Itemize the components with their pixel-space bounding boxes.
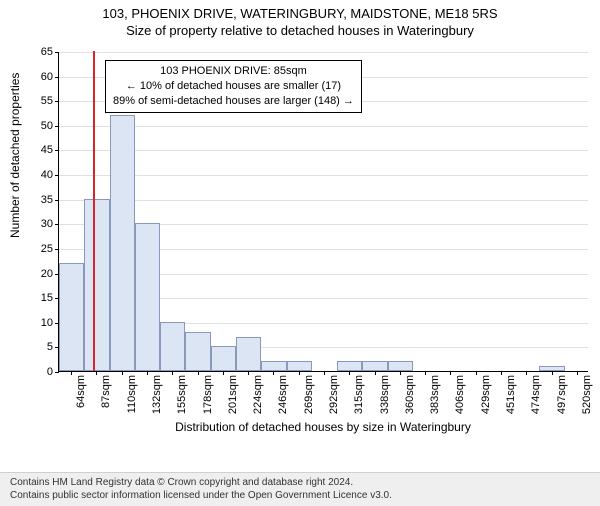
x-tick-mark <box>375 371 376 375</box>
histogram-bar <box>84 199 109 371</box>
x-tick-label: 87sqm <box>100 375 112 408</box>
gridline <box>59 52 588 53</box>
x-tick-label: 497sqm <box>556 375 568 414</box>
histogram-bar <box>211 346 236 371</box>
x-tick-mark <box>299 371 300 375</box>
x-tick-label: 315sqm <box>353 375 365 414</box>
y-tick-label: 45 <box>41 144 53 156</box>
x-tick-label: 520sqm <box>581 375 593 414</box>
annotation-line-1: 103 PHOENIX DRIVE: 85sqm <box>113 64 354 79</box>
x-tick-label: 292sqm <box>328 375 340 414</box>
x-tick-label: 338sqm <box>379 375 391 414</box>
x-tick-mark <box>501 371 502 375</box>
x-tick-label: 429sqm <box>480 375 492 414</box>
histogram-bar <box>185 332 210 371</box>
y-tick-label: 35 <box>41 194 53 206</box>
x-tick-label: 451sqm <box>505 375 517 414</box>
x-tick-label: 246sqm <box>277 375 289 414</box>
y-tick-mark <box>55 101 59 102</box>
y-tick-label: 15 <box>41 292 53 304</box>
page-title: 103, PHOENIX DRIVE, WATERINGBURY, MAIDST… <box>0 6 600 21</box>
annotation-line-3: 89% of semi-detached houses are larger (… <box>113 94 354 109</box>
footer-line-2: Contains public sector information licen… <box>10 489 590 502</box>
x-tick-mark <box>526 371 527 375</box>
x-tick-mark <box>400 371 401 375</box>
x-tick-label: 64sqm <box>75 375 87 408</box>
x-tick-mark <box>248 371 249 375</box>
y-tick-label: 50 <box>41 120 53 132</box>
x-tick-mark <box>223 371 224 375</box>
histogram-bar <box>337 361 362 371</box>
y-tick-mark <box>55 224 59 225</box>
x-tick-mark <box>324 371 325 375</box>
page-subtitle: Size of property relative to detached ho… <box>0 23 600 38</box>
y-tick-label: 5 <box>47 341 53 353</box>
y-tick-label: 65 <box>41 46 53 58</box>
x-tick-label: 360sqm <box>404 375 416 414</box>
y-tick-label: 0 <box>47 366 53 378</box>
y-tick-label: 20 <box>41 268 53 280</box>
x-tick-mark <box>577 371 578 375</box>
x-tick-label: 178sqm <box>202 375 214 414</box>
x-tick-mark <box>273 371 274 375</box>
x-tick-label: 383sqm <box>429 375 441 414</box>
y-tick-mark <box>55 126 59 127</box>
histogram-bar <box>160 322 185 371</box>
annotation-line-2: ← 10% of detached houses are smaller (17… <box>113 79 354 94</box>
y-tick-label: 55 <box>41 95 53 107</box>
x-tick-label: 474sqm <box>530 375 542 414</box>
x-tick-mark <box>552 371 553 375</box>
y-tick-mark <box>55 200 59 201</box>
x-tick-mark <box>96 371 97 375</box>
histogram-bar <box>59 263 84 371</box>
histogram-bar <box>261 361 286 371</box>
y-tick-label: 25 <box>41 243 53 255</box>
x-tick-mark <box>147 371 148 375</box>
footer-line-1: Contains HM Land Registry data © Crown c… <box>10 476 590 489</box>
x-tick-label: 201sqm <box>227 375 239 414</box>
y-tick-mark <box>55 52 59 53</box>
annotation-box: 103 PHOENIX DRIVE: 85sqm ← 10% of detach… <box>105 60 362 113</box>
histogram-bar <box>362 361 387 371</box>
histogram-bar <box>287 361 312 371</box>
gridline <box>59 175 588 176</box>
x-tick-label: 406sqm <box>454 375 466 414</box>
y-tick-mark <box>55 249 59 250</box>
gridline <box>59 126 588 127</box>
gridline <box>59 200 588 201</box>
plot-area: 0510152025303540455055606564sqm87sqm110s… <box>58 52 588 372</box>
histogram-bar <box>110 115 135 371</box>
x-tick-mark <box>71 371 72 375</box>
y-tick-mark <box>55 150 59 151</box>
y-tick-mark <box>55 372 59 373</box>
y-tick-label: 40 <box>41 169 53 181</box>
y-tick-mark <box>55 175 59 176</box>
x-tick-mark <box>425 371 426 375</box>
x-tick-label: 269sqm <box>303 375 315 414</box>
y-tick-label: 30 <box>41 218 53 230</box>
x-tick-label: 155sqm <box>176 375 188 414</box>
gridline <box>59 150 588 151</box>
histogram-bar <box>135 223 160 371</box>
histogram-bar <box>236 337 261 371</box>
x-tick-mark <box>198 371 199 375</box>
y-axis-label: Number of detached properties <box>8 73 22 238</box>
x-tick-label: 224sqm <box>252 375 264 414</box>
footer: Contains HM Land Registry data © Crown c… <box>0 472 600 506</box>
y-tick-mark <box>55 77 59 78</box>
y-tick-label: 60 <box>41 71 53 83</box>
histogram-bar <box>388 361 413 371</box>
y-tick-label: 10 <box>41 317 53 329</box>
x-tick-label: 132sqm <box>151 375 163 414</box>
x-tick-mark <box>450 371 451 375</box>
x-axis-label: Distribution of detached houses by size … <box>58 420 588 434</box>
x-tick-mark <box>172 371 173 375</box>
x-tick-mark <box>476 371 477 375</box>
marker-line <box>93 51 95 371</box>
chart-container: Number of detached properties 0510152025… <box>0 48 600 428</box>
x-tick-mark <box>122 371 123 375</box>
x-tick-label: 110sqm <box>126 375 138 413</box>
x-tick-mark <box>349 371 350 375</box>
